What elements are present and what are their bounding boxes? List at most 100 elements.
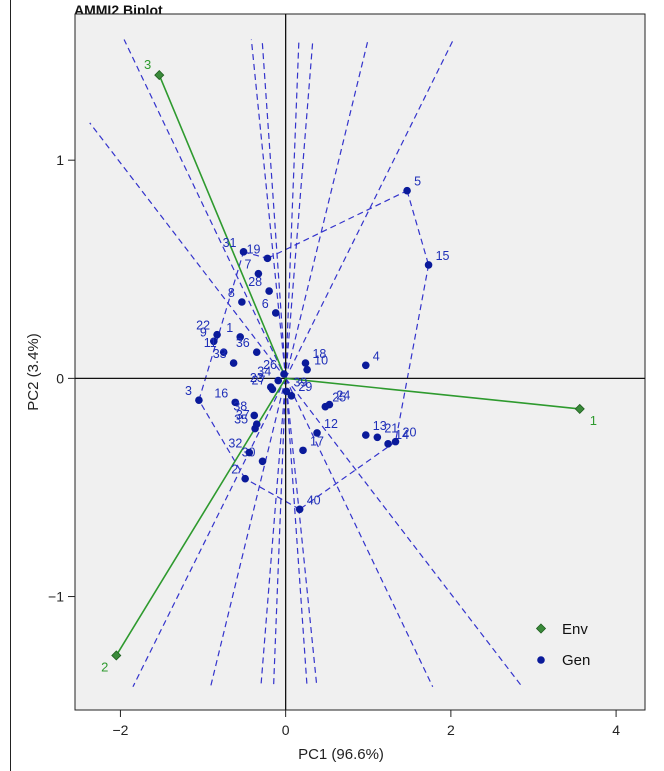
gen-point-7	[254, 269, 263, 278]
gen-point-32	[245, 448, 254, 457]
gen-point-13	[361, 431, 370, 439]
sector-ray	[285, 39, 369, 379]
env-label-1: 1	[590, 413, 597, 428]
x-tick-label: 2	[447, 722, 455, 738]
gen-point-40	[295, 505, 304, 514]
gen-label-17: 17	[310, 434, 324, 448]
gen-label-3: 3	[185, 384, 192, 398]
gen-point-8	[238, 298, 246, 306]
gen-point-1	[236, 333, 245, 341]
sector-ray	[285, 378, 434, 688]
gen-label-5: 5	[414, 175, 421, 189]
gen-label-23: 23	[250, 371, 264, 385]
env-marker-2	[111, 650, 122, 661]
sector-ray	[285, 39, 454, 379]
sector-ray	[285, 39, 314, 379]
hull-edge	[243, 251, 268, 259]
y-axis-label: PC2 (3.4%)	[25, 333, 42, 411]
gen-label-8: 8	[228, 286, 235, 300]
gen-label-35: 35	[234, 413, 248, 427]
gen-label-7: 7	[244, 258, 251, 272]
gen-point-14	[384, 440, 392, 448]
gen-label-33: 33	[213, 347, 227, 361]
gen-label-4: 4	[373, 349, 380, 363]
gen-point-39	[282, 387, 291, 396]
hull-edge	[198, 399, 246, 480]
gen-label-29: 29	[298, 380, 312, 394]
gen-point-37	[252, 420, 261, 428]
gen-point-10	[303, 365, 311, 374]
hull-edge	[198, 251, 245, 401]
gen-point-26	[280, 370, 288, 378]
gen-label-15: 15	[436, 249, 450, 263]
gen-label-10: 10	[314, 354, 328, 368]
sector-ray	[250, 39, 287, 379]
gen-label-20: 20	[403, 426, 417, 440]
gen-label-28: 28	[248, 275, 262, 289]
sector-ray	[272, 378, 287, 687]
gen-point-25	[321, 402, 330, 411]
gen-point-17	[299, 446, 307, 455]
gen-point-15	[424, 261, 433, 269]
gen-point-31	[239, 248, 248, 256]
gen-label-37: 37	[236, 408, 250, 422]
y-tick-label: 1	[56, 152, 64, 168]
gen-label-38: 38	[233, 399, 247, 413]
y-tick-label: −1	[48, 589, 64, 605]
gen-point-20	[391, 437, 400, 446]
gen-point-6	[271, 309, 280, 317]
sector-ray	[89, 122, 287, 379]
gen-label-2: 2	[231, 463, 238, 477]
env-vector-3	[158, 74, 287, 379]
gen-point-33	[229, 359, 238, 367]
gen-label-16: 16	[214, 386, 228, 400]
gen-point-5	[403, 186, 411, 195]
sector-ray	[209, 378, 287, 687]
gen-point-3	[195, 396, 203, 404]
sector-ray	[261, 39, 287, 379]
gen-label-22: 22	[196, 319, 210, 333]
legend-gen-marker	[537, 656, 545, 664]
gen-point-21	[373, 433, 382, 442]
env-label-3: 3	[144, 57, 151, 72]
hull-edge	[244, 478, 300, 510]
gen-point-29	[287, 392, 296, 400]
gen-label-14: 14	[395, 428, 409, 442]
zero-axes-layer	[75, 14, 645, 710]
sector-ray	[285, 377, 523, 688]
gen-point-18	[301, 359, 310, 367]
legend-env-marker	[535, 623, 547, 634]
gen-label-18: 18	[312, 347, 326, 361]
sector-ray	[132, 378, 287, 688]
gen-point-36	[252, 348, 261, 356]
env-marker-1	[574, 403, 585, 414]
gen-label-24: 24	[336, 389, 350, 403]
legend-env-label: Env	[562, 621, 588, 638]
gen-label-34: 34	[257, 365, 271, 379]
gen-label-27: 27	[252, 373, 266, 387]
gen-label-12: 12	[324, 417, 338, 431]
axis-ticks-layer: −2 0 2 4−101	[48, 152, 620, 738]
x-tick-label: −2	[112, 722, 128, 738]
gen-label-6: 6	[262, 297, 269, 311]
env-label-2: 2	[101, 659, 108, 674]
gen-label-32: 32	[228, 437, 242, 451]
y-tick-label: 0	[56, 370, 64, 386]
gen-label-40: 40	[307, 493, 321, 507]
gen-point-9	[209, 337, 218, 346]
gen-point-30	[258, 457, 267, 466]
gen-label-13: 13	[373, 419, 387, 433]
x-tick-label: 4	[612, 722, 620, 738]
env-marker-3	[154, 70, 165, 81]
gen-point-19	[263, 254, 272, 263]
dashed-lines-layer	[89, 39, 523, 688]
gen-label-26: 26	[263, 358, 277, 372]
gen-point-4	[361, 361, 370, 370]
legend: Env Gen	[535, 621, 590, 669]
gen-point-16	[231, 398, 240, 407]
gen-point-34	[274, 376, 283, 385]
sector-ray	[260, 378, 287, 687]
x-tick-label: 0	[282, 722, 290, 738]
